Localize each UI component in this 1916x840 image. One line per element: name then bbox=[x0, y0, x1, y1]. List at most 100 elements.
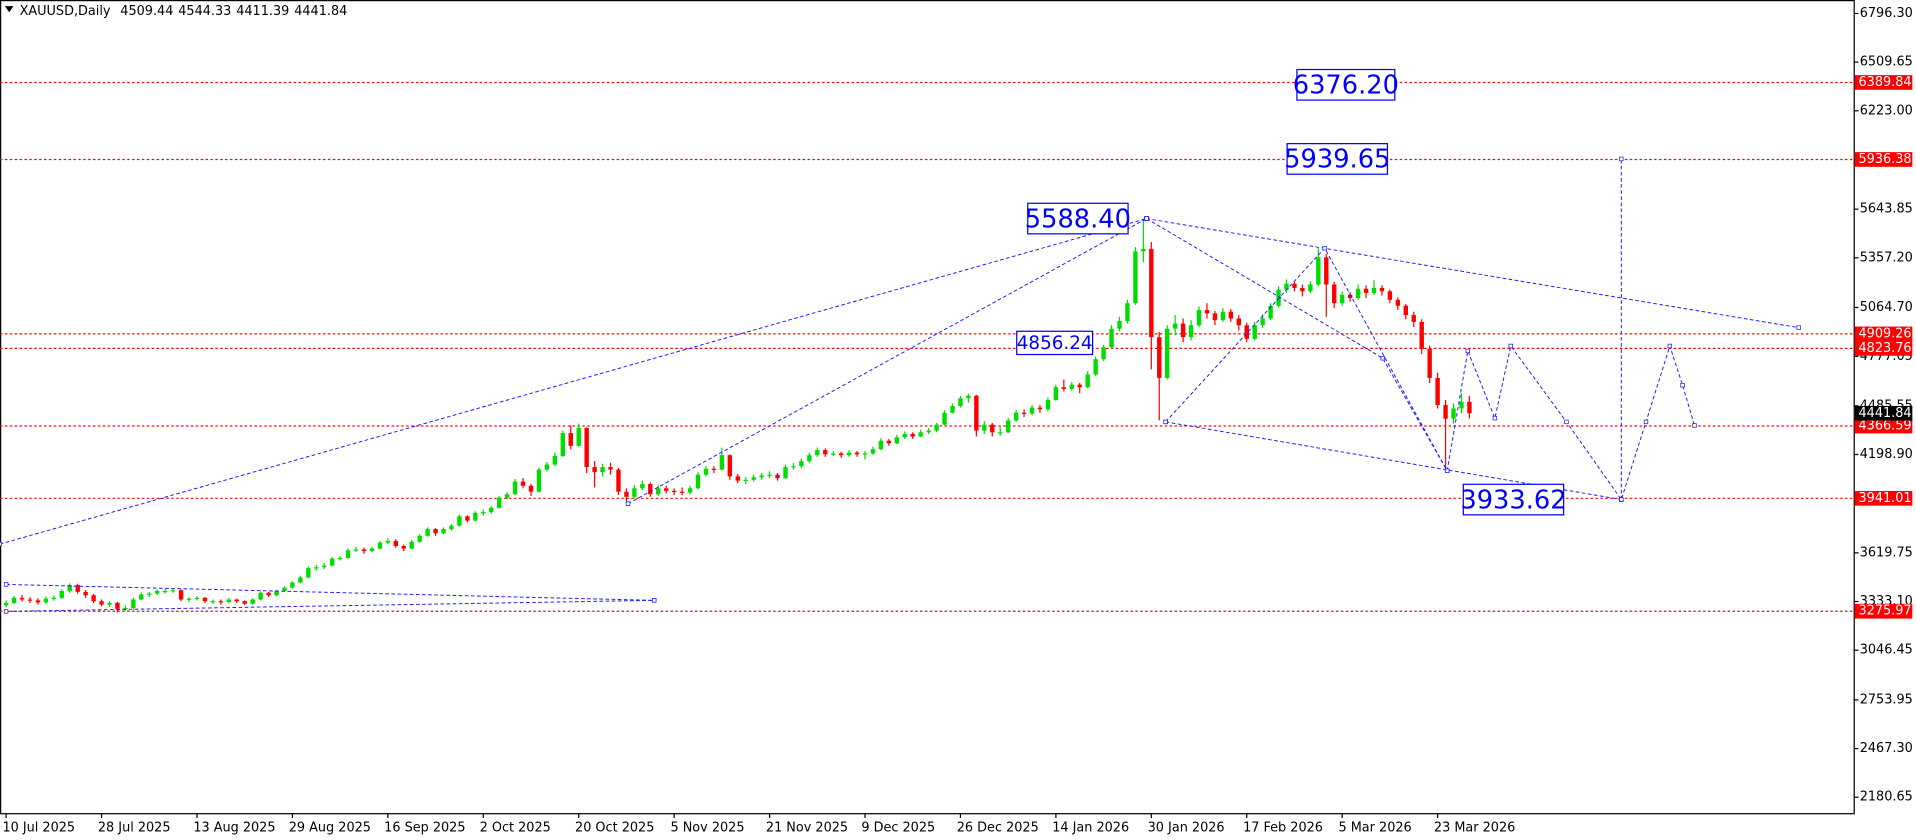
x-tick-label: 13 Aug 2025 bbox=[193, 820, 275, 835]
y-tick-label: 5064.70 bbox=[1860, 300, 1913, 315]
candle-body bbox=[1308, 284, 1313, 292]
candle-body bbox=[170, 590, 176, 592]
candle-body bbox=[592, 467, 597, 473]
candle-body bbox=[1300, 287, 1305, 292]
candle-body bbox=[775, 474, 780, 479]
candle-body bbox=[1157, 337, 1162, 378]
candle-body bbox=[703, 468, 709, 475]
candle-body bbox=[512, 481, 518, 495]
annotation-label: 3933.62 bbox=[1460, 485, 1566, 515]
candle-body bbox=[1284, 283, 1289, 290]
candle-body bbox=[3, 602, 9, 606]
candle-body bbox=[19, 597, 25, 600]
candle-body bbox=[926, 430, 931, 433]
candle-body bbox=[67, 585, 72, 592]
x-tick-label: 14 Jan 2026 bbox=[1052, 820, 1129, 835]
candle-body bbox=[910, 433, 915, 437]
candle-body bbox=[1332, 284, 1337, 304]
level-label-box bbox=[1854, 603, 1913, 619]
candle-body bbox=[552, 456, 558, 465]
candle-body bbox=[258, 592, 263, 600]
candle-body bbox=[1180, 323, 1186, 338]
level-label-box bbox=[1854, 418, 1913, 434]
candle-body bbox=[481, 512, 486, 514]
y-tick-label: 6509.65 bbox=[1860, 55, 1913, 70]
candle-body bbox=[441, 529, 446, 534]
open-value: 4509.44 bbox=[120, 4, 173, 19]
candle-body bbox=[711, 468, 717, 470]
annotation-label: 6376.20 bbox=[1293, 71, 1399, 101]
candle-body bbox=[353, 549, 359, 551]
candle-body bbox=[894, 437, 900, 444]
x-tick-label: 20 Oct 2025 bbox=[575, 820, 654, 835]
candle-body bbox=[600, 467, 605, 473]
candle-body bbox=[1141, 248, 1146, 252]
candle-body bbox=[361, 549, 367, 552]
candle-body bbox=[838, 453, 844, 456]
candle-body bbox=[1013, 412, 1019, 421]
candle-body bbox=[1069, 384, 1074, 389]
candle-body bbox=[496, 497, 502, 508]
candle-body bbox=[155, 591, 160, 594]
candle-body bbox=[337, 557, 343, 560]
candle-body bbox=[123, 608, 128, 610]
candle-body bbox=[131, 599, 136, 609]
candle-body bbox=[465, 516, 470, 521]
candle-body bbox=[1339, 294, 1345, 304]
candle-body bbox=[870, 449, 876, 454]
candle-body bbox=[250, 599, 255, 604]
annotation-box bbox=[1296, 68, 1396, 101]
candle-body bbox=[242, 601, 247, 604]
x-tick-label: 23 Mar 2026 bbox=[1434, 820, 1515, 835]
candle-body bbox=[385, 540, 391, 543]
candle-body bbox=[568, 433, 573, 446]
candle-body bbox=[1276, 289, 1281, 306]
trend-line bbox=[1165, 421, 1622, 501]
candle-body bbox=[934, 424, 939, 431]
candle-body bbox=[942, 412, 947, 425]
trend-anchor bbox=[1667, 343, 1673, 349]
chart-header: XAUUSD,Daily 4509.44 4544.33 4411.39 4441.84 bbox=[20, 4, 348, 19]
candle-body bbox=[1419, 321, 1424, 350]
candle-body bbox=[1188, 325, 1194, 338]
candle-body bbox=[902, 433, 907, 438]
close-value: 4441.84 bbox=[294, 4, 347, 19]
trend-anchor bbox=[1163, 419, 1168, 425]
trend-line bbox=[627, 218, 1147, 505]
candle-body bbox=[846, 452, 852, 456]
candle-body bbox=[1204, 309, 1210, 314]
candle-body bbox=[322, 565, 327, 568]
candle-body bbox=[727, 455, 733, 477]
candle-body bbox=[1371, 287, 1377, 294]
y-tick-label: 3619.75 bbox=[1860, 545, 1913, 560]
low-value: 4411.39 bbox=[236, 4, 289, 19]
candle-body bbox=[735, 476, 740, 481]
candle-body bbox=[473, 512, 478, 521]
candle-body bbox=[854, 452, 860, 455]
trend-line bbox=[6, 583, 655, 601]
candle-body bbox=[823, 450, 828, 455]
candle-body bbox=[1125, 303, 1130, 322]
trend-line bbox=[6, 599, 655, 612]
candle-body bbox=[536, 469, 542, 492]
candle-body bbox=[27, 599, 33, 601]
y-tick-label: 5643.85 bbox=[1860, 202, 1913, 217]
level-label-box bbox=[1854, 152, 1913, 167]
x-tick-label: 29 Aug 2025 bbox=[289, 820, 371, 835]
candle-body bbox=[878, 440, 884, 450]
candle-body bbox=[1268, 305, 1273, 319]
candle-body bbox=[974, 395, 979, 431]
level-label: 4823.76 bbox=[1858, 341, 1911, 356]
candle-body bbox=[1053, 387, 1059, 400]
candle-body bbox=[274, 591, 279, 596]
candle-body bbox=[1149, 248, 1154, 338]
candle-body bbox=[91, 595, 96, 602]
candle-body bbox=[1379, 287, 1385, 292]
price-label-box bbox=[1854, 405, 1913, 421]
candle-body bbox=[1061, 387, 1067, 389]
candle-body bbox=[266, 592, 271, 596]
candle-body bbox=[178, 590, 184, 600]
candle-body bbox=[1244, 325, 1249, 339]
